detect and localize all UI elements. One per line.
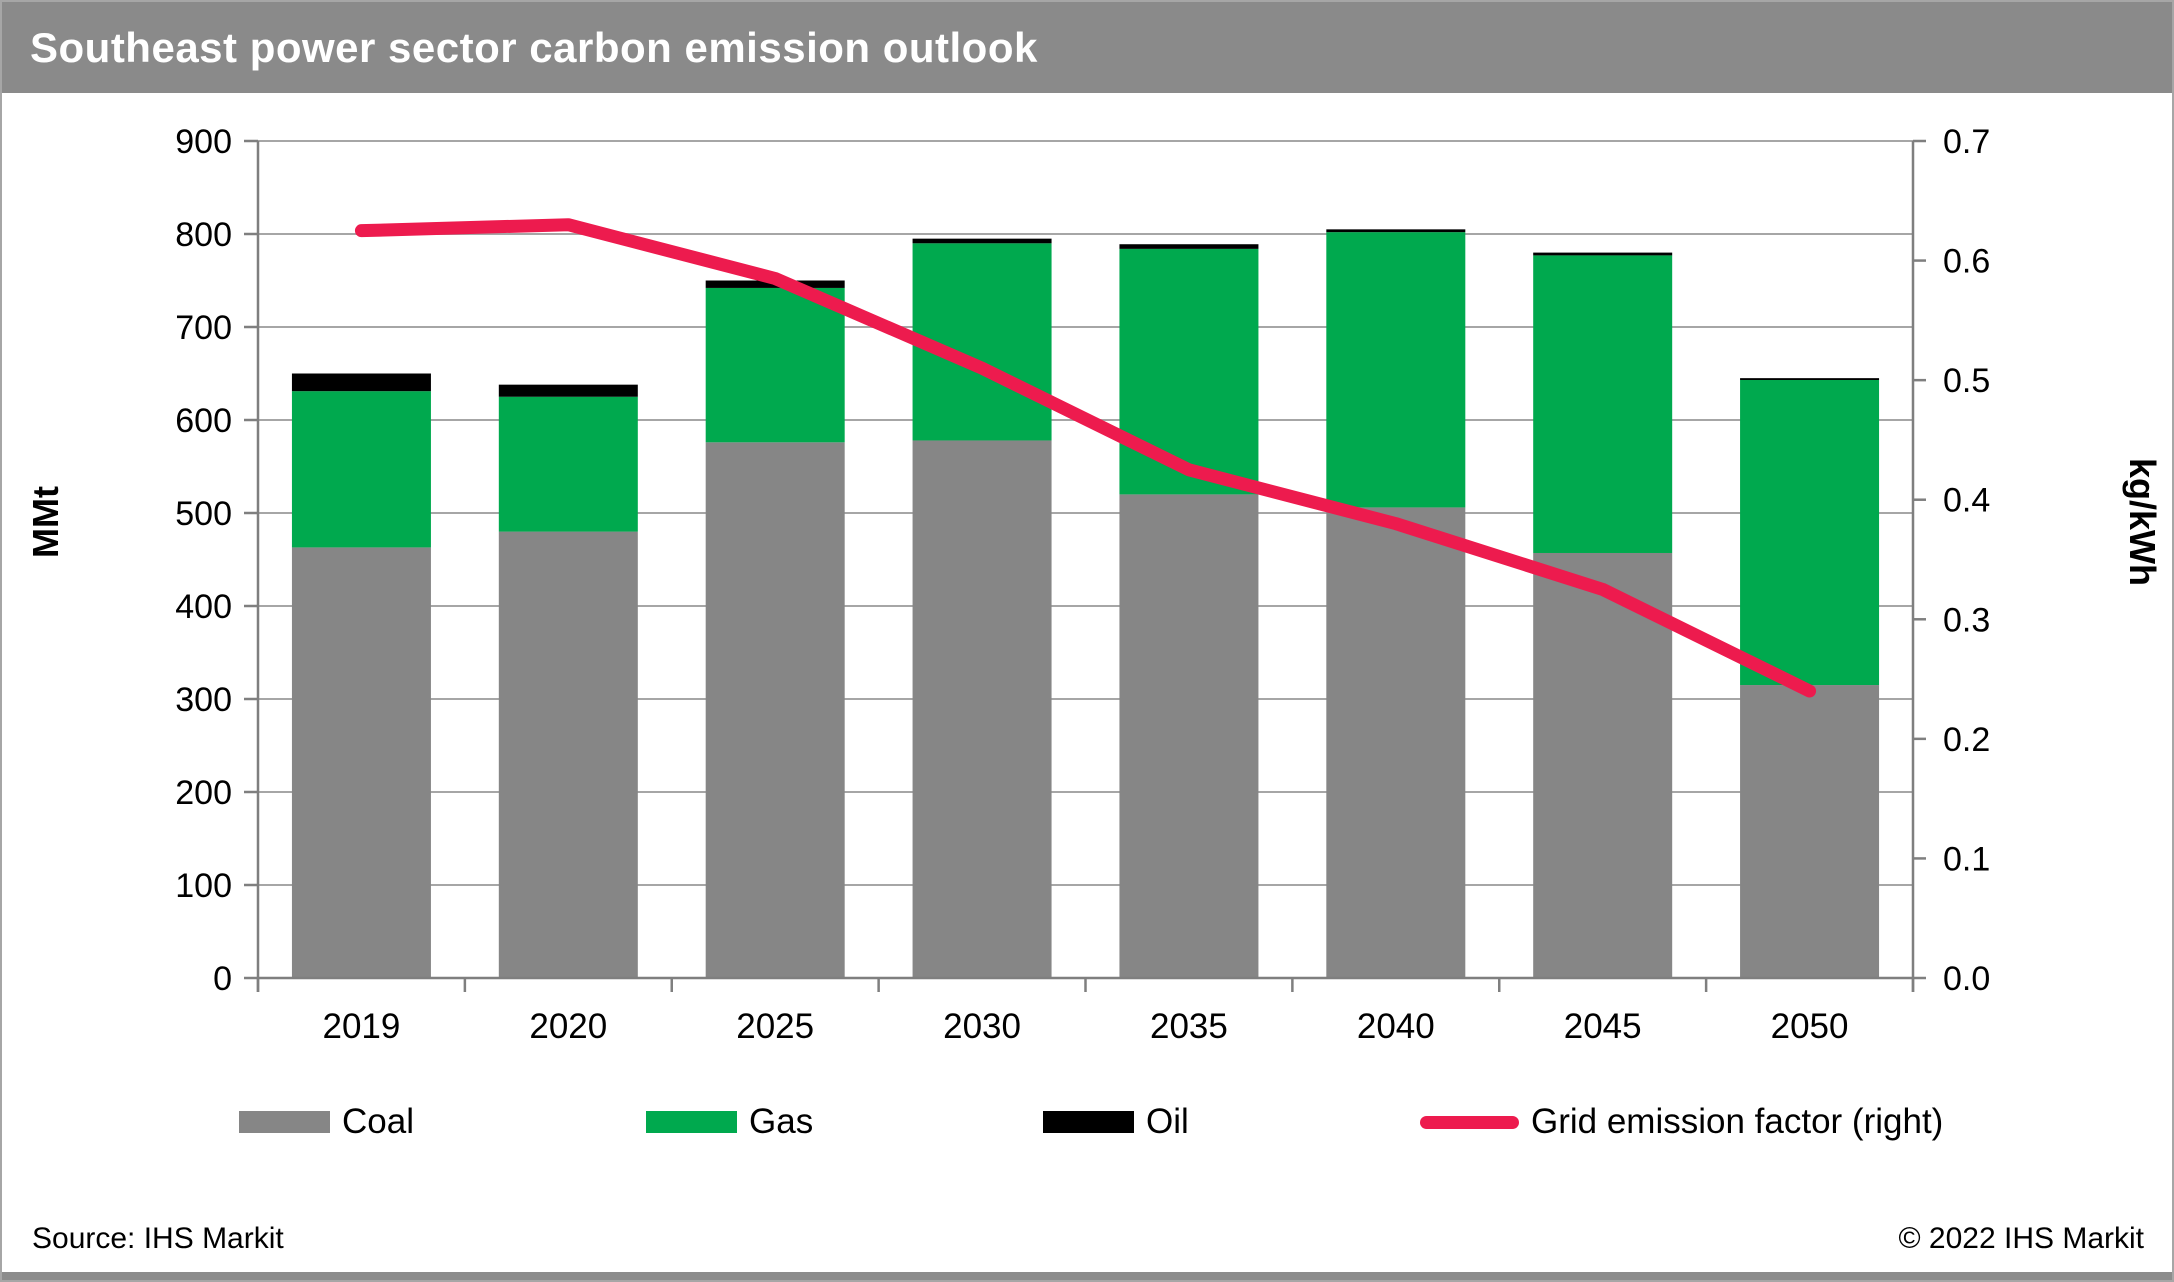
right-axis-tick-label: 0.5 — [1943, 362, 1990, 400]
bar-segment-oil-2035 — [1119, 244, 1259, 249]
bottom-accent-strip — [2, 1272, 2172, 1280]
left-axis-tick-label: 100 — [175, 867, 232, 905]
copyright-note: © 2022 IHS Markit — [1898, 1222, 2144, 1255]
bar-segment-coal-2035 — [1119, 494, 1259, 978]
source-note: Source: IHS Markit — [32, 1222, 284, 1255]
right-axis-tick-label: 0.4 — [1943, 482, 1990, 520]
bar-segment-oil-2040 — [1326, 229, 1466, 233]
right-axis-tick-label: 0.6 — [1943, 243, 1990, 281]
legend-label-grid-emission-factor: Grid emission factor (right) — [1531, 1102, 1944, 1141]
bar-segment-gas-2050 — [1740, 380, 1880, 686]
bar-segment-gas-2025 — [705, 287, 845, 443]
bar-segment-oil-2019 — [291, 373, 431, 392]
left-axis-tick-label: 800 — [175, 216, 232, 254]
bar-segment-gas-2040 — [1326, 232, 1466, 508]
x-axis-tick-label: 2025 — [736, 1007, 814, 1046]
legend-item-grid-emission-factor: Grid emission factor (right) — [1420, 1100, 1943, 1144]
left-axis-tick-label: 900 — [175, 123, 232, 161]
left-axis-tick-label: 400 — [175, 588, 232, 626]
left-axis-tick-label: 500 — [175, 495, 232, 533]
legend-item-oil: Oil — [1043, 1100, 1189, 1144]
right-axis-title: kg/kWh — [2122, 458, 2163, 586]
bar-segment-coal-2019 — [291, 547, 431, 978]
bar-segment-gas-2045 — [1533, 255, 1673, 553]
bar-segment-coal-2020 — [498, 531, 638, 978]
bar-segment-gas-2035 — [1119, 248, 1259, 495]
bar-series — [291, 229, 1880, 979]
bar-segment-oil-2030 — [912, 238, 1052, 244]
bar-segment-coal-2025 — [705, 442, 845, 978]
bar-segment-gas-2019 — [291, 391, 431, 548]
right-axis-tick-labels: 0.7 0.6 0.5 0.4 0.3 0.2 0.1 0.0 — [1943, 123, 1990, 998]
title-bar: Southeast power sector carbon emission o… — [2, 2, 2172, 93]
legend-label-gas: Gas — [749, 1102, 814, 1141]
chart-title: Southeast power sector carbon emission o… — [30, 23, 1038, 71]
x-axis-tick-label: 2020 — [529, 1007, 607, 1046]
legend-label-coal: Coal — [342, 1102, 414, 1141]
left-axis-tick-label: 700 — [175, 309, 232, 347]
oil-swatch — [1043, 1111, 1134, 1133]
left-axis-tick-label: 600 — [175, 402, 232, 440]
bar-segment-coal-2030 — [912, 440, 1052, 979]
axes — [244, 139, 1926, 992]
bar-segment-coal-2045 — [1533, 552, 1673, 978]
x-axis-tick-label: 2030 — [943, 1007, 1021, 1046]
right-axis-tick-label: 0.7 — [1943, 123, 1990, 161]
coal-swatch — [239, 1111, 330, 1133]
bar-segment-oil-2045 — [1533, 252, 1673, 256]
left-axis-tick-label: 300 — [175, 681, 232, 719]
emission-factor-line — [354, 218, 1817, 698]
gas-swatch — [646, 1111, 737, 1133]
x-axis-tick-label: 2019 — [323, 1007, 401, 1046]
grid-emission-factor-swatch — [1420, 1115, 1519, 1129]
right-axis-tick-label: 0.2 — [1943, 721, 1990, 759]
right-axis-tick-label: 0.3 — [1943, 601, 1990, 639]
right-axis-tick-label: 0.0 — [1943, 960, 1990, 998]
bar-segment-coal-2040 — [1326, 507, 1466, 978]
x-axis-tick-label: 2040 — [1357, 1007, 1435, 1046]
right-axis-tick-label: 0.1 — [1943, 840, 1990, 878]
x-axis-tick-label: 2045 — [1564, 1007, 1642, 1046]
bar-segment-oil-2020 — [498, 384, 638, 397]
legend-label-oil: Oil — [1146, 1102, 1189, 1141]
bar-segment-oil-2050 — [1740, 378, 1880, 381]
legend-item-gas: Gas — [646, 1100, 813, 1144]
left-axis-tick-label: 200 — [175, 774, 232, 812]
left-axis-tick-labels: 900 800 700 600 500 400 300 200 100 0 — [175, 123, 232, 998]
bar-segment-gas-2020 — [498, 396, 638, 532]
x-axis-tick-label: 2035 — [1150, 1007, 1228, 1046]
x-axis-tick-labels: 2019 2020 2025 2030 2035 2040 2045 2050 — [323, 1007, 1849, 1046]
left-axis-title: MMt — [25, 486, 66, 558]
left-axis-tick-label: 0 — [213, 960, 232, 998]
line-series — [354, 218, 1817, 698]
bar-segment-coal-2050 — [1740, 685, 1880, 978]
x-axis-tick-label: 2050 — [1771, 1007, 1849, 1046]
legend-item-coal: Coal — [239, 1100, 414, 1144]
